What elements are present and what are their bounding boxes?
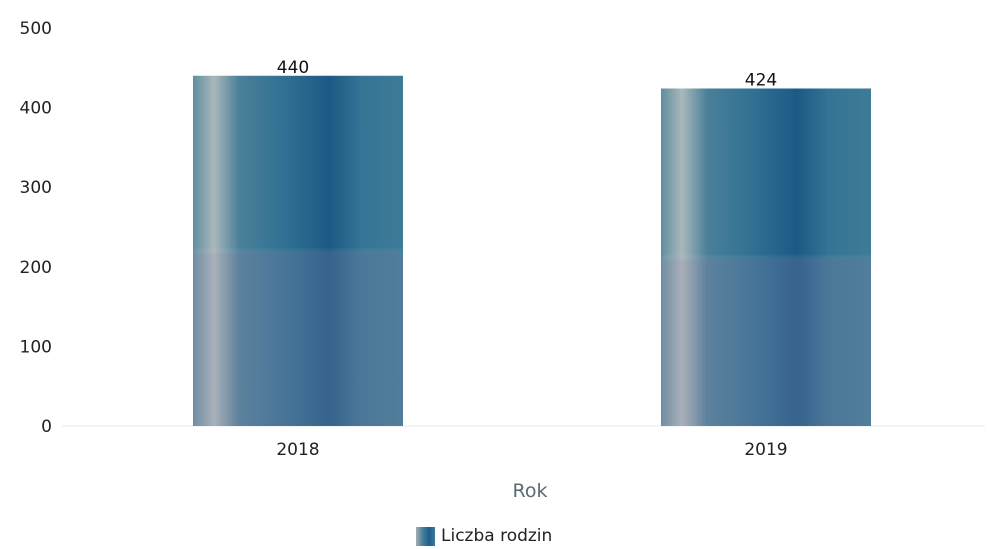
y-tick-label: 0 xyxy=(41,417,52,437)
y-tick-label: 300 xyxy=(20,178,52,198)
data-label: 424 xyxy=(745,70,777,90)
legend-label: Liczba rodzin xyxy=(441,526,553,546)
bar-shade xyxy=(193,75,403,426)
data-label: 440 xyxy=(277,58,309,78)
x-tick-label: 2018 xyxy=(276,440,319,460)
y-tick-label: 400 xyxy=(20,99,52,119)
y-tick-label: 100 xyxy=(20,337,52,357)
x-tick-label: 2019 xyxy=(744,440,787,460)
bar-shade xyxy=(661,88,871,426)
y-tick-label: 200 xyxy=(20,258,52,278)
legend: Liczba rodzin xyxy=(416,526,552,546)
x-axis: 2018 2019 xyxy=(276,440,787,460)
bars-group: 440 424 xyxy=(193,58,871,426)
x-axis-title: Rok xyxy=(513,480,548,502)
y-tick-label: 500 xyxy=(20,19,52,39)
y-axis: 0 100 200 300 400 500 xyxy=(20,19,52,437)
legend-swatch xyxy=(416,526,435,546)
